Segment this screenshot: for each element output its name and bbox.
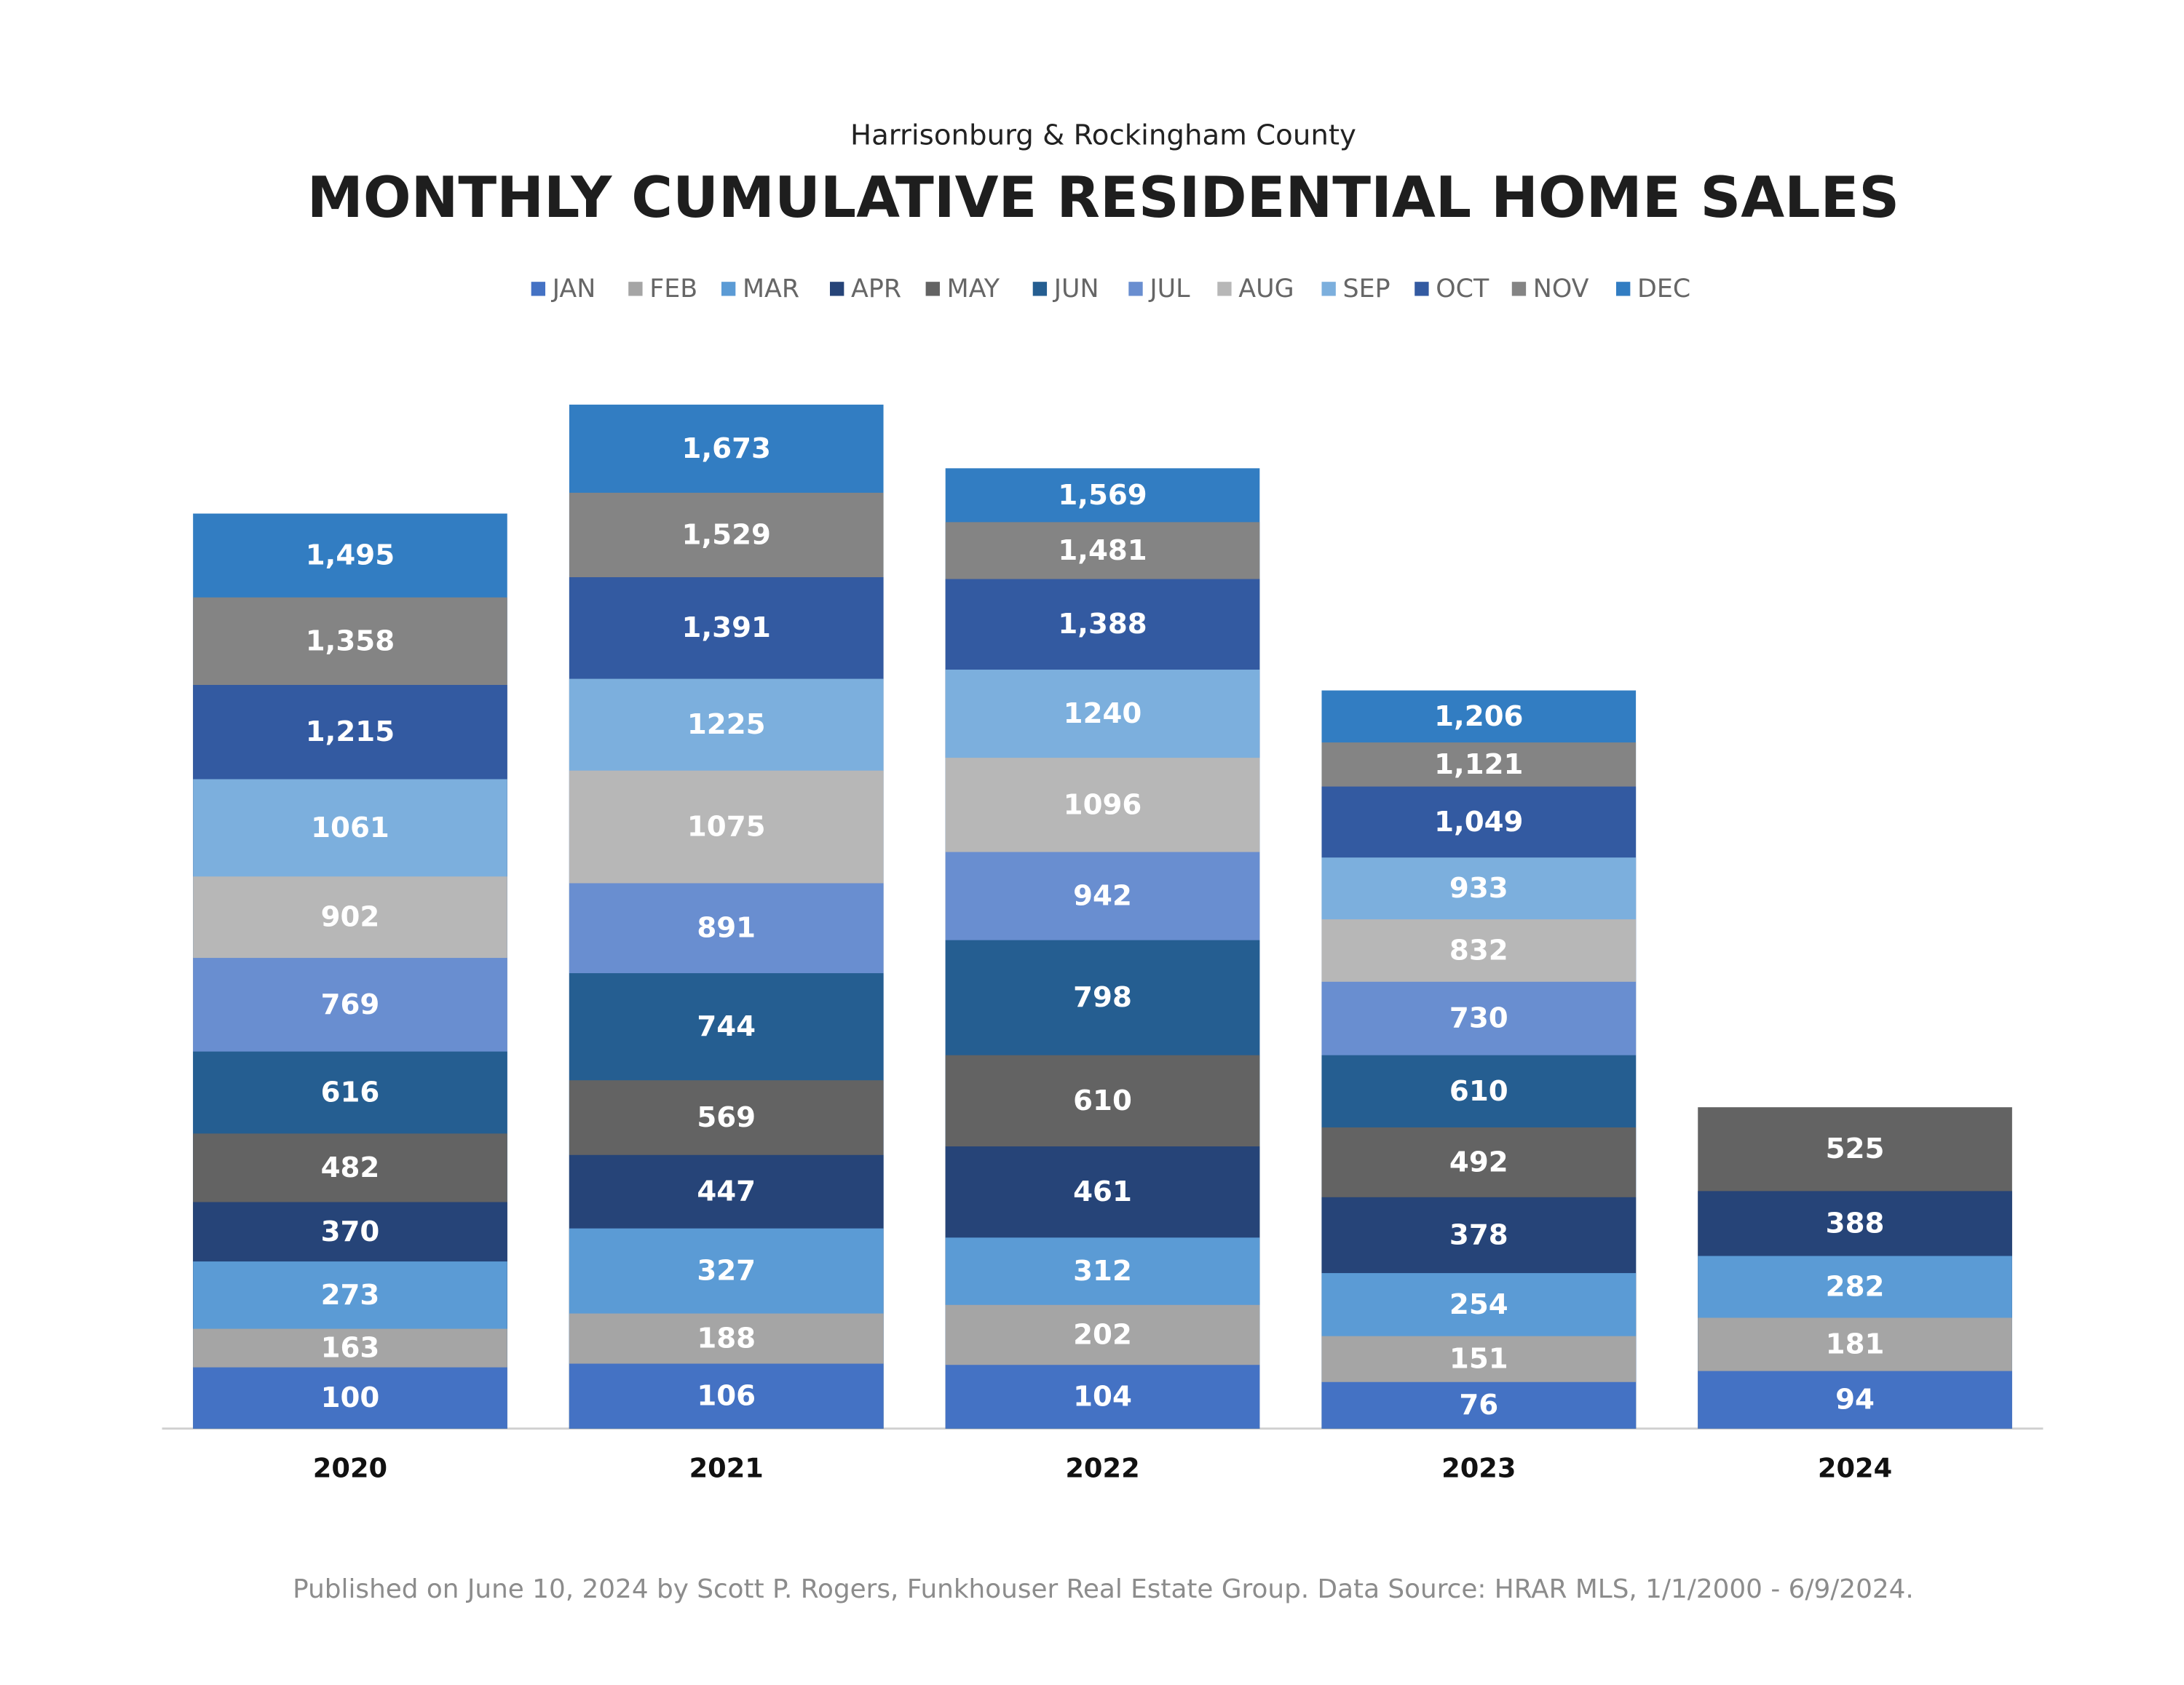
data-label: 1,673 <box>682 432 771 465</box>
legend-swatch <box>1217 282 1232 296</box>
data-label: 902 <box>321 901 380 934</box>
legend-label: MAR <box>743 274 799 304</box>
bar <box>569 1363 884 1429</box>
x-tick-label: 2023 <box>1441 1452 1516 1483</box>
legend-label: SEP <box>1343 274 1390 304</box>
legend-swatch <box>531 282 546 296</box>
data-label: 104 <box>1073 1380 1132 1413</box>
legend-swatch <box>1415 282 1429 296</box>
legend-label: MAY <box>947 274 1000 304</box>
legend-swatch <box>1032 282 1048 296</box>
data-label: 1096 <box>1064 788 1142 821</box>
data-label: 942 <box>1073 880 1132 913</box>
data-label: 891 <box>697 912 756 945</box>
legend-label: DEC <box>1637 274 1690 304</box>
data-label: 525 <box>1826 1133 1885 1165</box>
x-tick-label: 2024 <box>1818 1452 1892 1483</box>
data-label: 832 <box>1449 934 1508 967</box>
data-label: 327 <box>697 1255 756 1288</box>
legend-label: JUL <box>1148 274 1190 304</box>
legend-swatch <box>1321 282 1336 296</box>
data-label: 1,391 <box>682 611 771 644</box>
data-label: 1075 <box>687 811 766 844</box>
data-label: 1,569 <box>1058 479 1147 512</box>
legend-label: AUG <box>1238 274 1294 304</box>
x-tick-label: 2021 <box>689 1452 764 1483</box>
legend-swatch <box>721 282 736 296</box>
bar <box>193 1367 507 1429</box>
data-label: 151 <box>1449 1343 1508 1376</box>
data-label: 610 <box>1073 1085 1132 1117</box>
legend-label: NOV <box>1533 274 1589 304</box>
data-label: 100 <box>321 1381 380 1414</box>
data-label: 188 <box>697 1322 756 1355</box>
data-label: 163 <box>321 1332 380 1365</box>
data-label: 447 <box>697 1175 756 1208</box>
data-label: 482 <box>321 1151 380 1184</box>
data-label: 1,215 <box>306 715 395 748</box>
legend-label: OCT <box>1436 274 1489 304</box>
data-label: 312 <box>1073 1255 1132 1288</box>
data-label: 1225 <box>687 708 766 741</box>
data-label: 1,121 <box>1434 748 1523 781</box>
data-label: 1061 <box>311 812 389 844</box>
data-label: 798 <box>1073 981 1132 1014</box>
data-label: 933 <box>1449 872 1508 905</box>
data-label: 730 <box>1449 1002 1508 1035</box>
data-label: 106 <box>697 1380 756 1413</box>
data-label: 76 <box>1459 1389 1498 1422</box>
data-label: 1,206 <box>1434 700 1523 733</box>
data-label: 1,049 <box>1434 806 1523 838</box>
data-label: 94 <box>1835 1384 1875 1416</box>
data-label: 254 <box>1449 1288 1508 1321</box>
chart-title: MONTHLY CUMULATIVE RESIDENTIAL HOME SALE… <box>307 165 1899 231</box>
legend-swatch <box>628 282 643 296</box>
data-label: 202 <box>1073 1318 1132 1351</box>
legend-swatch <box>830 282 844 296</box>
data-label: 569 <box>697 1101 756 1134</box>
legend-swatch <box>925 282 940 296</box>
data-label: 1,495 <box>306 539 395 572</box>
data-label: 388 <box>1826 1207 1885 1240</box>
data-label: 181 <box>1826 1328 1885 1360</box>
bar <box>945 1365 1260 1429</box>
data-label: 370 <box>321 1216 380 1248</box>
data-label: 273 <box>321 1279 380 1312</box>
x-tick-label: 2020 <box>313 1452 387 1483</box>
chart-subtitle: Harrisonburg & Rockingham County <box>850 119 1356 151</box>
data-label: 1,358 <box>306 625 395 657</box>
legend-label: FEB <box>649 274 697 304</box>
legend-swatch <box>1128 282 1143 296</box>
data-label: 492 <box>1449 1146 1508 1178</box>
data-label: 1,388 <box>1058 608 1147 641</box>
data-label: 461 <box>1073 1175 1132 1208</box>
data-label: 1,481 <box>1058 534 1147 567</box>
bar <box>1698 1371 2012 1429</box>
legend-label: JUN <box>1053 274 1099 304</box>
footnote: Published on June 10, 2024 by Scott P. R… <box>293 1574 1914 1604</box>
data-label: 610 <box>1449 1075 1508 1108</box>
bar <box>1321 1381 1637 1429</box>
legend-swatch <box>1616 282 1631 296</box>
legend-label: JAN <box>551 274 596 304</box>
legend-label: APR <box>851 274 901 304</box>
legend-swatch <box>1511 282 1527 296</box>
data-label: 744 <box>697 1010 756 1043</box>
data-label: 282 <box>1826 1270 1885 1303</box>
x-tick-label: 2022 <box>1065 1452 1139 1483</box>
data-label: 1,529 <box>682 518 771 551</box>
data-label: 616 <box>321 1076 380 1109</box>
data-label: 1240 <box>1064 697 1142 730</box>
data-label: 769 <box>321 988 380 1021</box>
data-label: 378 <box>1449 1218 1508 1251</box>
